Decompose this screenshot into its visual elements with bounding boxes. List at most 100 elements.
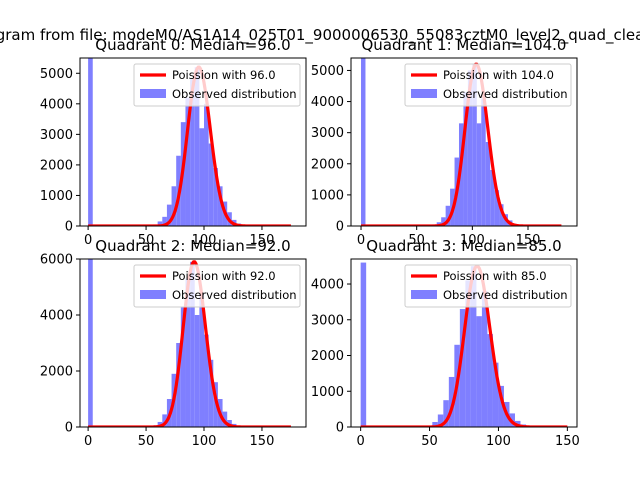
panel-title: Quadrant 1: Median=104.0 xyxy=(362,36,567,54)
quadrant-panel-3: Quadrant 3: Median=85.0 0 50 100 150 0 1000 200… xyxy=(311,237,580,449)
legend: Poission with 92.0 Observed distribution xyxy=(133,264,301,308)
legend-poisson-label: Poission with 92.0 xyxy=(172,269,276,283)
histogram-bar xyxy=(467,70,473,226)
x-tick-label: 50 xyxy=(421,434,438,449)
y-tick-label: 3000 xyxy=(311,313,344,328)
histogram-bar xyxy=(463,92,468,226)
legend-box xyxy=(404,63,572,107)
plot-area xyxy=(360,262,568,427)
histogram-bar xyxy=(448,376,455,427)
y-tick-label: 3000 xyxy=(311,126,344,141)
x-tick-label: 150 xyxy=(555,434,580,449)
y-tick-label: 4000 xyxy=(40,309,73,324)
legend-observed-label: Observed distribution xyxy=(443,87,568,101)
y-tick-label: 1000 xyxy=(311,385,344,400)
histogram-bar xyxy=(432,421,438,427)
histogram-bar xyxy=(88,259,93,427)
histogram-bar xyxy=(498,385,504,427)
histogram-bar xyxy=(360,262,367,427)
histogram-bar xyxy=(199,292,205,427)
legend-box xyxy=(404,264,572,308)
legend-box xyxy=(133,63,301,107)
histogram-bar xyxy=(176,343,181,427)
axes-frame xyxy=(350,57,578,227)
histogram-bar xyxy=(485,142,491,226)
y-tick-label: 1000 xyxy=(311,188,344,203)
y-tick-label: 0 xyxy=(65,220,73,235)
x-tick-label: 0 xyxy=(357,434,365,449)
histogram-bar xyxy=(199,128,205,226)
axes-frame xyxy=(79,57,307,227)
histogram-bar xyxy=(465,280,471,427)
histogram-bar xyxy=(459,309,466,427)
histogram-bar xyxy=(157,421,163,427)
histogram-bar xyxy=(222,411,228,427)
x-tick-label: 0 xyxy=(84,434,92,449)
x-tick-label: 100 xyxy=(192,434,217,449)
axes-frame xyxy=(350,258,578,428)
histogram-bar xyxy=(162,216,167,226)
histogram-bar xyxy=(472,64,477,226)
y-tick-label: 0 xyxy=(65,421,73,436)
histogram-bar xyxy=(470,266,477,427)
histogram-bar xyxy=(490,170,495,226)
histogram-bar xyxy=(213,167,218,226)
histogram-bar xyxy=(476,123,482,226)
legend-observed-label: Observed distribution xyxy=(443,288,568,302)
legend-observed-swatch xyxy=(140,290,166,299)
y-tick-label: 5000 xyxy=(40,67,73,82)
y-tick-label: 5000 xyxy=(311,64,344,79)
x-tick-label: 100 xyxy=(460,233,485,248)
panel-title: Quadrant 2: Median=92.0 xyxy=(95,237,290,255)
axes-frame xyxy=(79,258,307,428)
histogram-bar xyxy=(208,143,214,226)
legend-poisson-label: Poission with 85.0 xyxy=(443,269,547,283)
legend-observed-swatch xyxy=(411,290,437,299)
x-tick-label: 150 xyxy=(250,233,275,248)
y-tick-label: 4000 xyxy=(40,97,73,112)
y-tick-label: 0 xyxy=(336,220,344,235)
histogram-bar xyxy=(194,315,200,427)
y-tick-label: 1000 xyxy=(40,189,73,204)
legend: Poission with 96.0 Observed distribution xyxy=(133,63,301,107)
y-tick-label: 4000 xyxy=(311,278,344,293)
histogram-bar xyxy=(171,186,177,226)
y-tick-label: 2000 xyxy=(40,158,73,173)
x-tick-label: 150 xyxy=(250,434,275,449)
legend-poisson-label: Poission with 96.0 xyxy=(172,68,276,82)
histogram-bar xyxy=(208,359,214,427)
histogram-bar xyxy=(166,204,172,226)
histogram-bar xyxy=(190,79,195,226)
histogram-bar xyxy=(194,67,200,226)
x-tick-label: 0 xyxy=(84,233,92,248)
histogram-bar xyxy=(157,221,163,226)
x-tick-label: 0 xyxy=(357,233,365,248)
legend: Poission with 85.0 Observed distribution xyxy=(404,264,572,308)
legend-observed-swatch xyxy=(140,89,166,98)
histogram-bar xyxy=(443,400,449,427)
histogram-bar xyxy=(437,414,444,427)
histogram-bar xyxy=(190,261,195,427)
legend-observed-label: Observed distribution xyxy=(172,87,297,101)
histogram-bar xyxy=(481,98,486,226)
y-tick-label: 0 xyxy=(336,421,344,436)
histogram-bar xyxy=(217,186,223,226)
plot-area xyxy=(87,58,292,226)
histogram-bar xyxy=(441,217,446,226)
panel-title: Quadrant 0: Median=96.0 xyxy=(95,36,290,54)
quadrant-panel-1: Quadrant 1: Median=104.0 0 50 100 150 0 1000 20… xyxy=(311,36,578,248)
histogram-bar xyxy=(88,58,93,226)
y-tick-label: 4000 xyxy=(311,95,344,110)
histogram-bar xyxy=(458,123,464,226)
y-tick-label: 2000 xyxy=(311,349,344,364)
panel-title: Quadrant 3: Median=85.0 xyxy=(366,237,561,255)
quadrant-panel-0: Quadrant 0: Median=96.0 0 50 100 150 0 1000 200… xyxy=(40,36,307,248)
histogram-bar xyxy=(494,190,500,226)
histogram-bar xyxy=(481,291,488,427)
y-tick-label: 2000 xyxy=(40,365,73,380)
histogram-bar xyxy=(445,205,451,226)
legend-box xyxy=(133,264,301,308)
histogram-bar xyxy=(361,58,366,226)
x-tick-label: 50 xyxy=(138,434,155,449)
